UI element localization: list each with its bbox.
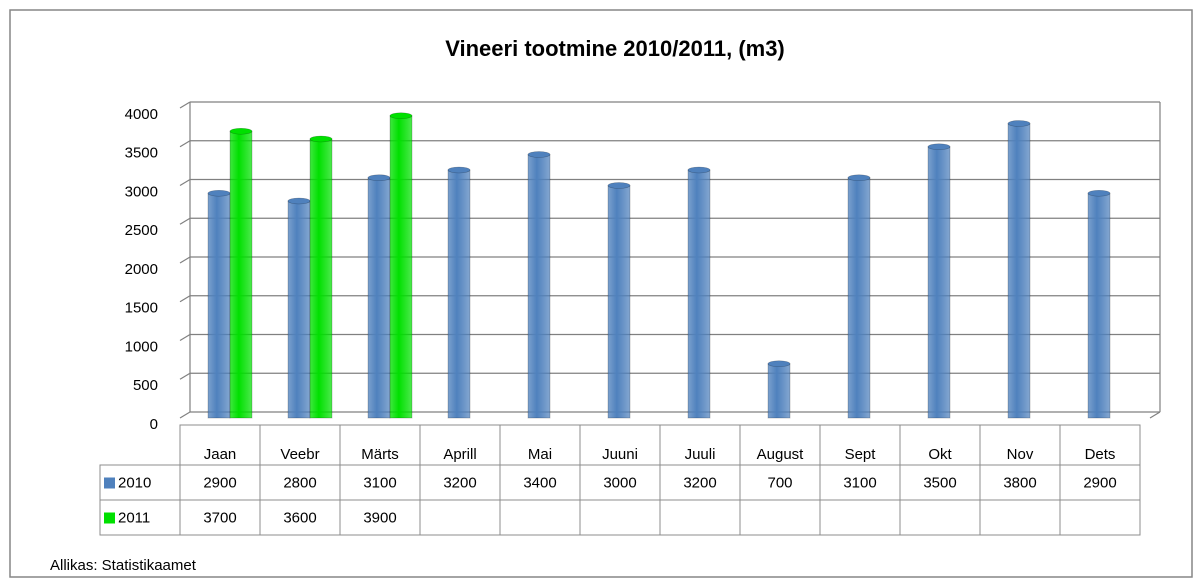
bar-cap <box>527 151 551 158</box>
x-tick-label: Märts <box>361 446 399 463</box>
data-label: 3200 <box>443 474 476 491</box>
data-label: 700 <box>767 474 792 491</box>
bar-cap <box>229 127 253 135</box>
bar-cap <box>1087 189 1111 197</box>
bar-cap <box>207 189 231 197</box>
legend-swatch <box>104 512 115 524</box>
bar-cap <box>287 197 311 205</box>
bar <box>367 177 391 419</box>
grid-edge <box>1149 411 1161 419</box>
bar <box>687 169 711 419</box>
data-label: 2900 <box>203 474 236 491</box>
x-tick-label: Juuli <box>685 446 716 463</box>
bar <box>229 130 253 419</box>
bar <box>309 138 333 419</box>
x-tick-label: Okt <box>928 446 952 463</box>
data-label: 3100 <box>363 474 396 491</box>
bar <box>447 169 471 419</box>
table-cell <box>1059 499 1141 536</box>
bar-cap <box>447 166 471 174</box>
grid-edge <box>179 411 191 419</box>
bar-cap <box>927 143 951 151</box>
grid-edge <box>179 178 191 187</box>
x-tick-label: August <box>757 446 805 463</box>
y-tick-label: 0 <box>150 416 158 433</box>
y-tick-label: 3500 <box>125 145 158 162</box>
data-label: 3600 <box>283 509 316 526</box>
y-tick-label: 3000 <box>125 183 158 200</box>
x-tick-label: Dets <box>1085 446 1116 463</box>
bar-cap <box>1007 120 1031 127</box>
bar-cap <box>309 135 333 143</box>
x-tick-label: Nov <box>1007 446 1034 463</box>
bar <box>1087 192 1111 419</box>
x-tick-label: Mai <box>528 446 552 463</box>
y-tick-label: 1000 <box>125 338 158 355</box>
x-tick-label: Juuni <box>602 446 638 463</box>
x-tick-label: Sept <box>845 446 877 463</box>
y-tick-label: 500 <box>133 377 158 394</box>
data-label: 3400 <box>523 474 556 491</box>
bar <box>207 192 231 419</box>
chart-title: Vineeri tootmine 2010/2011, (m3) <box>445 36 785 61</box>
grid-edge <box>179 333 191 342</box>
data-label: 2900 <box>1083 474 1116 491</box>
data-label: 3200 <box>683 474 716 491</box>
grid-edge <box>179 217 191 225</box>
bar-cap <box>389 112 413 120</box>
data-label: 3900 <box>363 509 396 526</box>
data-label: 3700 <box>203 509 236 526</box>
bar <box>287 200 311 419</box>
chart-frame <box>9 9 1193 578</box>
data-label: 2800 <box>283 474 316 491</box>
bar-cap <box>767 360 791 368</box>
source-note: Allikas: Statistikaamet <box>50 557 197 574</box>
bar <box>847 177 871 419</box>
data-label: 3000 <box>603 474 636 491</box>
data-label: 3800 <box>1003 474 1036 491</box>
x-tick-label: Veebr <box>280 446 319 463</box>
grid-edge <box>179 101 191 109</box>
bar-cap <box>367 174 391 182</box>
legend-label: 2011 <box>118 509 150 526</box>
y-tick-label: 2000 <box>125 261 158 278</box>
bar-cap <box>847 174 871 182</box>
y-tick-label: 4000 <box>125 106 158 123</box>
bar <box>389 115 413 419</box>
bar <box>607 185 631 419</box>
bar <box>1007 123 1031 419</box>
y-tick-label: 2500 <box>125 222 158 239</box>
data-label: 3500 <box>923 474 956 491</box>
y-tick-label: 1500 <box>125 300 158 317</box>
grid-edge <box>179 140 191 148</box>
bar-cap <box>607 182 631 189</box>
bar <box>527 154 551 419</box>
data-label: 3100 <box>843 474 876 491</box>
bar <box>767 363 791 419</box>
legend-swatch <box>104 477 115 489</box>
bar <box>927 146 951 419</box>
x-tick-label: Jaan <box>204 446 237 463</box>
grid-edge <box>179 256 191 264</box>
grid-edge <box>179 372 191 380</box>
grid-edge <box>179 295 191 303</box>
legend-label: 2010 <box>118 474 151 491</box>
bar-cap <box>687 166 711 174</box>
x-tick-label: Aprill <box>443 446 476 463</box>
